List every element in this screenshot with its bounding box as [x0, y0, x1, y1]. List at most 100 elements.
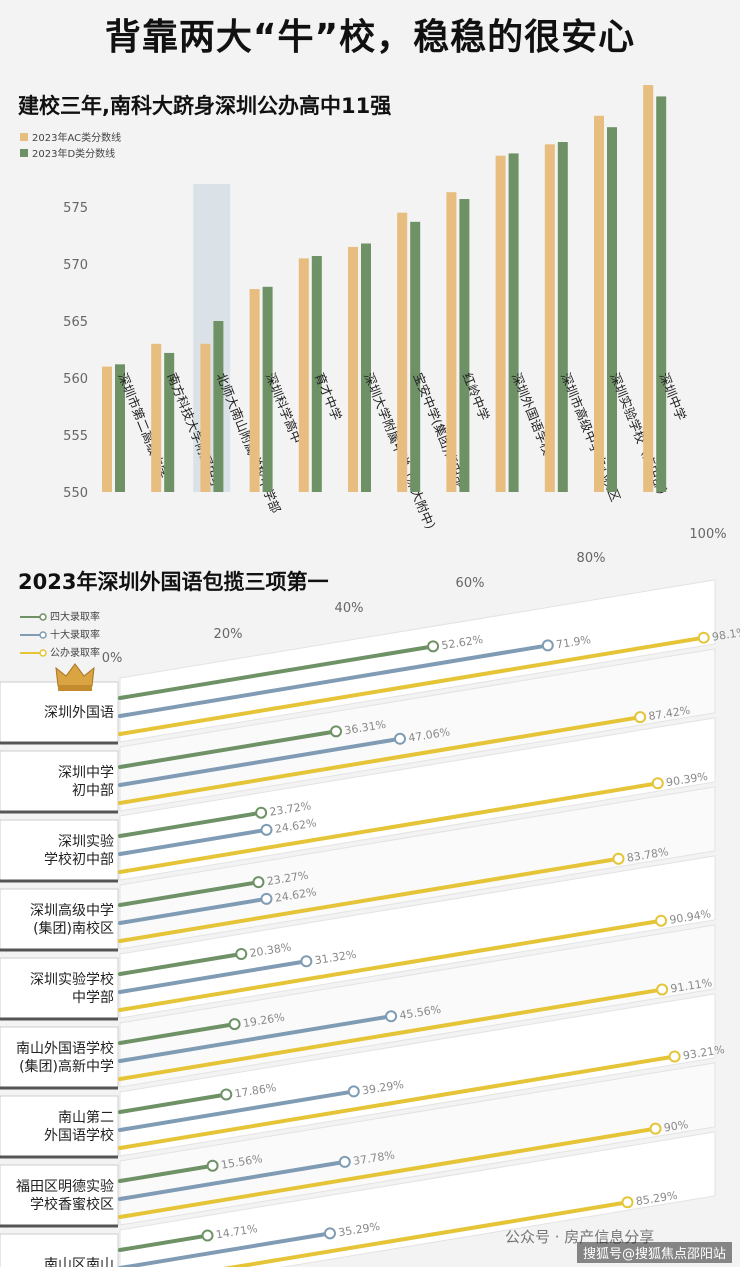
public-rate-line — [118, 635, 706, 736]
public-rate-marker — [656, 983, 669, 996]
ten-rate-line — [118, 959, 309, 994]
public-rate-line — [222, 1200, 630, 1267]
four-rate-label: 36.31% — [343, 718, 386, 737]
four-rate-line — [118, 880, 261, 907]
y-tick-label: 565 — [63, 315, 88, 330]
school-label: (集团)南校区 — [33, 920, 114, 937]
school-label: 南山区南山 — [44, 1257, 114, 1267]
school-label: 学校香蜜校区 — [30, 1196, 114, 1213]
four-rate-label: 15.56% — [220, 1152, 263, 1171]
row-band — [119, 993, 716, 1157]
x-tick-label: 20% — [214, 627, 243, 642]
row-band — [119, 786, 716, 950]
ten-rate-line — [118, 896, 269, 925]
four-rate-marker — [235, 947, 248, 960]
school-label-box — [0, 681, 119, 743]
ten-rate-label: 71.9% — [555, 633, 592, 651]
ten-rate-marker — [541, 639, 554, 652]
school-label: 中学部 — [72, 990, 114, 1006]
public-rate-marker — [668, 1050, 681, 1063]
bar-d — [607, 127, 617, 492]
ten-rate-marker — [338, 1155, 351, 1168]
four-rate-marker — [427, 640, 440, 653]
bar-ac — [397, 212, 408, 492]
row-band — [119, 648, 716, 812]
four-rate-label: 23.27% — [266, 869, 309, 888]
legend-label: 公办录取率 — [50, 646, 100, 659]
public-rate-line — [118, 918, 664, 1012]
legend-label: 2023年D类分数线 — [32, 147, 115, 160]
school-label: 南山第二 — [58, 1109, 114, 1126]
four-rate-line — [118, 644, 436, 700]
four-rate-label: 19.26% — [242, 1011, 285, 1030]
x-tick-label: 80% — [577, 551, 606, 566]
y-tick-label: 575 — [63, 201, 88, 216]
four-rate-line — [118, 951, 244, 976]
ten-rate-label: 31.32% — [314, 948, 357, 967]
ten-rate-line — [118, 1089, 356, 1132]
school-label: 深圳中学 — [58, 765, 114, 781]
bar-d — [164, 352, 175, 492]
legend-marker — [39, 613, 47, 621]
y-tick-label: 560 — [63, 372, 88, 387]
four-rate-line — [118, 1092, 229, 1114]
four-rate-line — [118, 1022, 237, 1045]
public-rate-line — [118, 781, 660, 874]
bar-ac — [495, 155, 506, 492]
bar-ac — [544, 144, 555, 493]
x-tick-label: 0% — [102, 651, 123, 666]
bar-d — [361, 243, 371, 492]
school-label-box — [0, 750, 119, 812]
school-label: 初中部 — [72, 782, 114, 799]
row-band — [119, 1062, 716, 1226]
ten-rate-marker — [323, 1227, 336, 1240]
school-label: 深圳实验学校 — [30, 971, 114, 988]
ten-rate-marker — [394, 732, 407, 745]
ten-rate-label: 47.06% — [407, 725, 450, 744]
ten-rate-marker — [347, 1085, 360, 1098]
bar-ac — [446, 192, 457, 492]
school-label: 学校初中部 — [44, 851, 114, 868]
school-label: 南山外国语学校 — [16, 1040, 114, 1057]
bar-ac — [200, 343, 211, 492]
ten-rate-line — [118, 827, 269, 856]
bar-chart-title: 建校三年,南科大跻身深圳公办高中11强 — [18, 94, 392, 118]
ten-rate-marker — [385, 1010, 398, 1023]
row-band — [119, 579, 716, 743]
sohu-watermark: 搜狐号@搜狐焦点邵阳站 — [576, 1242, 732, 1263]
bar-d — [262, 286, 273, 492]
row-band — [119, 717, 716, 881]
wechat-watermark: 公众号 · 房产信息分享 — [505, 1228, 655, 1246]
ten-rate-line — [118, 736, 403, 787]
public-rate-label: 85.29% — [635, 1189, 678, 1208]
school-label-box — [0, 1164, 119, 1226]
four-rate-marker — [206, 1159, 219, 1172]
crown-base — [58, 686, 92, 691]
public-rate-line — [118, 1054, 677, 1150]
four-rate-label: 20.38% — [249, 941, 292, 960]
school-label: (集团)高新中学 — [19, 1058, 114, 1075]
four-rate-marker — [201, 1229, 214, 1242]
school-label-box — [0, 1233, 119, 1267]
line-chart-title: 2023年深圳外国语包揽三项第一 — [18, 570, 329, 594]
public-rate-label: 93.21% — [682, 1043, 725, 1062]
bar-d — [656, 96, 667, 493]
bar-ac — [643, 85, 654, 493]
four-rate-marker — [255, 806, 268, 819]
legend-swatch — [20, 149, 28, 157]
legend-label: 四大录取率 — [50, 610, 100, 623]
public-rate-line — [118, 1126, 658, 1219]
legend-label: 十大录取率 — [50, 628, 100, 641]
four-rate-marker — [228, 1018, 241, 1031]
x-tick-label: 40% — [335, 601, 364, 616]
public-rate-marker — [697, 631, 710, 644]
bar-d — [557, 142, 568, 492]
bar-d — [410, 221, 421, 492]
ten-rate-line — [118, 643, 550, 718]
public-rate-marker — [634, 711, 647, 724]
public-rate-marker — [651, 777, 664, 790]
ten-rate-line — [118, 1231, 332, 1267]
highlight-band — [193, 184, 231, 492]
bar-ac — [102, 366, 112, 492]
bar-d — [459, 199, 470, 492]
